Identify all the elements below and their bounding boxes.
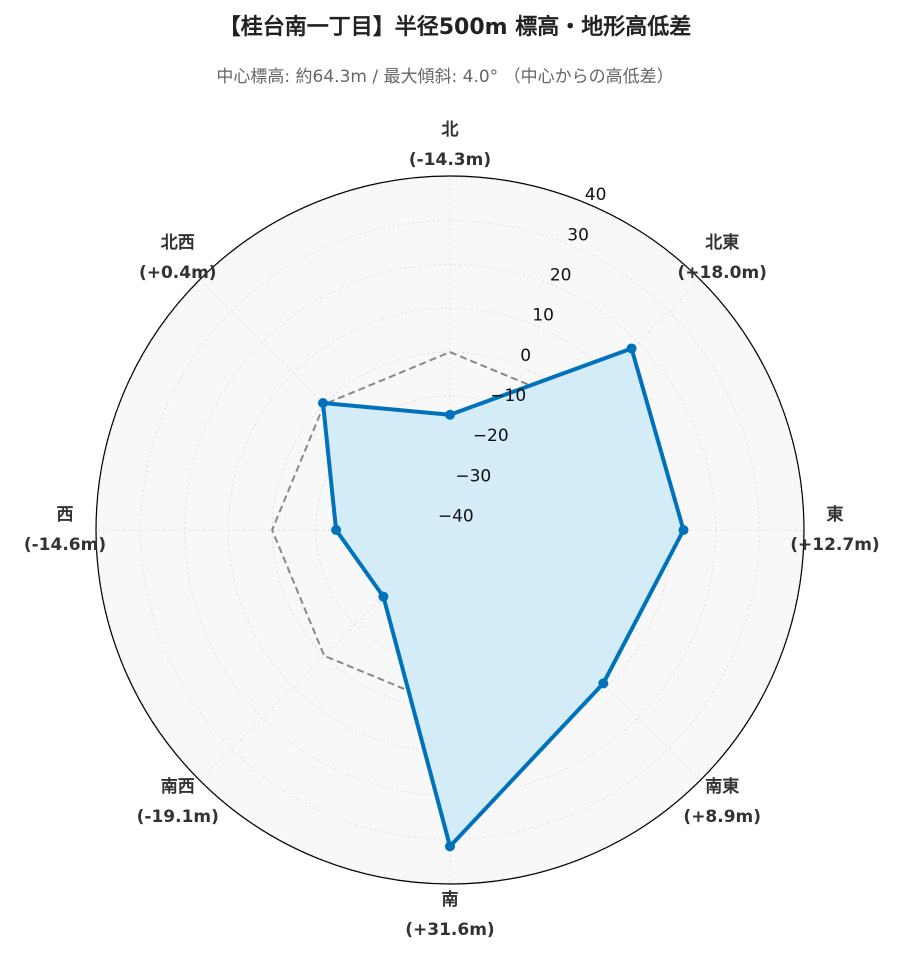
category-label: 南	[442, 889, 459, 910]
category-label: 東	[827, 504, 844, 525]
value-label: (+0.4m)	[139, 263, 217, 283]
data-point	[445, 409, 455, 420]
r-tick-label: −40	[438, 507, 474, 527]
category-label: 南西	[161, 776, 195, 797]
r-tick-label: 30	[567, 225, 589, 245]
r-tick-label: 0	[520, 346, 531, 366]
category-label: 北	[442, 120, 459, 140]
chart-subtitle: 中心標高: 約64.3m / 最大傾斜: 4.0° （中心からの高低差）	[216, 67, 673, 87]
data-point	[626, 343, 637, 354]
category-label: 南東	[705, 776, 739, 797]
r-tick-label: −10	[490, 386, 526, 406]
grid-ring	[96, 176, 804, 884]
data-point	[317, 397, 328, 408]
chart-title: 【桂台南一丁目】半径500m 標高・地形高低差	[219, 14, 692, 40]
r-tick-label: 10	[532, 306, 554, 326]
value-label: (-14.3m)	[409, 150, 491, 170]
data-point	[678, 525, 689, 535]
value-label: (-14.6m)	[24, 535, 106, 555]
r-tick-label: −20	[473, 426, 509, 446]
outer-ring	[95, 175, 805, 885]
category-label: 北東	[705, 232, 739, 253]
data-point	[331, 525, 342, 535]
r-tick-label: 20	[550, 266, 572, 286]
value-label: (-19.1m)	[137, 807, 219, 827]
data-point	[598, 678, 609, 689]
spoke	[199, 529, 451, 781]
r-tick-label: −30	[455, 466, 491, 486]
r-tick-label: 40	[585, 185, 607, 205]
value-label: (+12.7m)	[790, 535, 879, 555]
category-label: 北西	[161, 233, 195, 253]
value-label: (+31.6m)	[405, 920, 494, 940]
data-point	[445, 841, 455, 852]
data-point	[378, 591, 389, 602]
category-label: 西	[57, 505, 74, 525]
value-label: (+8.9m)	[683, 807, 761, 827]
value-label: (+18.0m)	[678, 263, 767, 283]
